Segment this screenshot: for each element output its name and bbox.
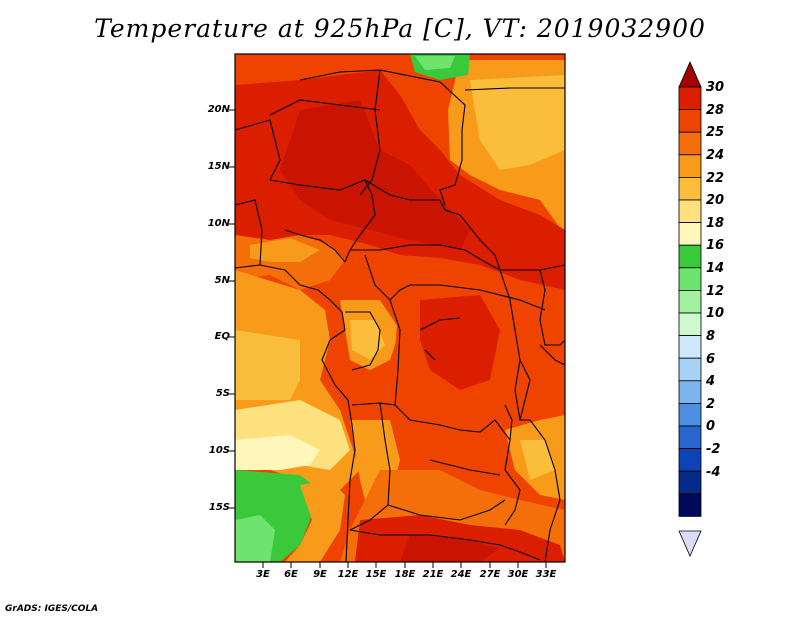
colorbar-bin bbox=[678, 357, 702, 382]
colorbar-bin bbox=[678, 312, 702, 337]
lon-label: 3E bbox=[256, 569, 270, 580]
colorbar-label: -2 bbox=[706, 442, 721, 457]
colorbar-label: -4 bbox=[706, 465, 721, 480]
lat-label: 10N bbox=[207, 218, 230, 229]
lon-label: 24E bbox=[450, 569, 472, 580]
colorbar-bin bbox=[678, 267, 702, 291]
lon-label: 18E bbox=[394, 569, 416, 580]
colorbar-bin bbox=[678, 402, 702, 427]
axis-ticks bbox=[229, 109, 547, 568]
colorbar-label: 10 bbox=[706, 306, 725, 321]
lon-label: 27E bbox=[479, 569, 501, 580]
grads-credit: GrADS: IGES/COLA bbox=[5, 604, 99, 614]
colorbar-label: 0 bbox=[706, 419, 716, 434]
colorbar-bin bbox=[678, 244, 702, 269]
colorbar-bin bbox=[678, 176, 702, 201]
colorbar-bin bbox=[678, 222, 702, 246]
colorbar-label: 18 bbox=[706, 216, 725, 231]
colorbar-label: 20 bbox=[706, 193, 725, 208]
lon-label: 30E bbox=[507, 569, 529, 580]
country-borders bbox=[235, 69, 565, 562]
colorbar-label: 30 bbox=[706, 80, 725, 95]
colorbar-bin bbox=[678, 86, 702, 111]
colorbar-label: 24 bbox=[706, 148, 725, 163]
colorbar-label: 4 bbox=[706, 374, 716, 389]
lon-label: 33E bbox=[535, 569, 557, 580]
lat-label: EQ bbox=[214, 331, 230, 342]
colorbar-bin bbox=[678, 493, 702, 517]
lat-label: 20N bbox=[207, 104, 230, 115]
colorbar-bin bbox=[678, 199, 702, 224]
colorbar-bin bbox=[678, 289, 702, 314]
temperature-field bbox=[235, 54, 565, 562]
colorbar-bin bbox=[678, 109, 702, 133]
lat-label: 5S bbox=[215, 388, 230, 399]
lon-label: 12E bbox=[337, 569, 359, 580]
colorbar-bin bbox=[678, 131, 702, 156]
colorbar-label: 2 bbox=[706, 397, 716, 412]
lat-label: 15S bbox=[208, 502, 230, 513]
map-title: Temperature at 925hPa [C], VT: 201903290… bbox=[94, 14, 706, 43]
colorbar-label: 22 bbox=[706, 171, 725, 186]
colorbar-label: 14 bbox=[706, 261, 725, 276]
colorbar-bin bbox=[678, 380, 702, 404]
colorbar-bin bbox=[678, 425, 702, 450]
lon-label: 6E bbox=[284, 569, 298, 580]
colorbar-label: 16 bbox=[706, 238, 725, 253]
colorbar-bin bbox=[678, 335, 702, 359]
colorbar-bin bbox=[678, 448, 702, 472]
map-frame bbox=[234, 53, 566, 563]
lon-label: 9E bbox=[313, 569, 327, 580]
colorbar-label: 6 bbox=[706, 352, 716, 367]
colorbar-label: 25 bbox=[706, 125, 725, 140]
lon-label: 15E bbox=[365, 569, 387, 580]
lat-label: 10S bbox=[208, 445, 230, 456]
colorbar-label: 12 bbox=[706, 284, 725, 299]
colorbar-label: 28 bbox=[706, 103, 725, 118]
colorbar-top-arrow bbox=[678, 61, 702, 88]
colorbar-label: 8 bbox=[706, 329, 716, 344]
lat-label: 15N bbox=[207, 161, 230, 172]
lat-label: 5N bbox=[214, 275, 230, 286]
colorbar-bin bbox=[678, 470, 702, 495]
colorbar-bottom-arrow bbox=[678, 530, 702, 557]
lon-label: 21E bbox=[422, 569, 444, 580]
colorbar-bin bbox=[678, 154, 702, 178]
colorbar bbox=[678, 61, 702, 557]
